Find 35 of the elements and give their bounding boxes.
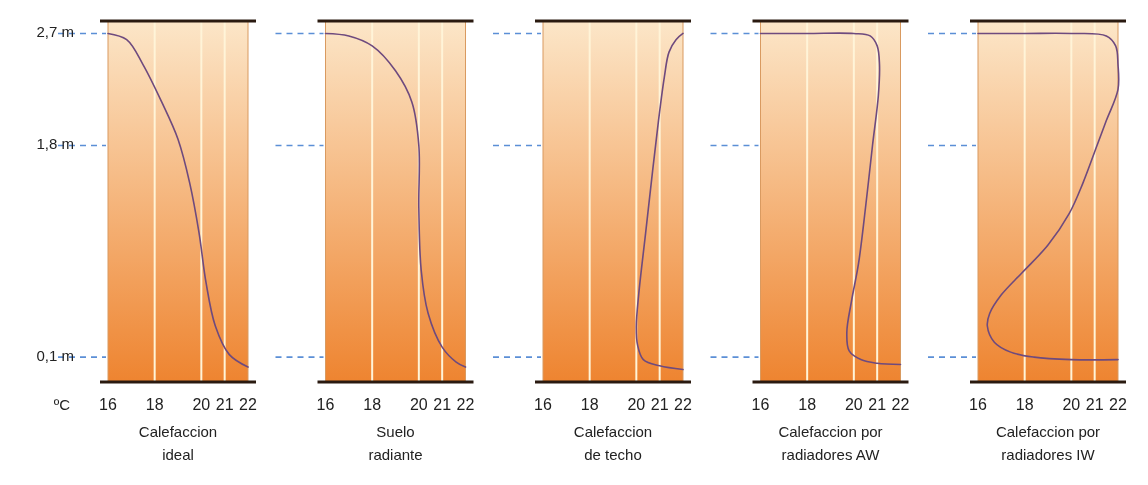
x-tick-label: 16 [534, 396, 552, 413]
x-tick-label: 16 [969, 396, 987, 413]
text: Suelo radiante [368, 423, 423, 463]
x-tick-label: 22 [674, 396, 692, 413]
x-tick-label: 18 [580, 396, 599, 413]
x-tick-label: 21 [1085, 396, 1104, 413]
x-tick-label: 20 [1062, 396, 1081, 413]
line-series [107, 32, 249, 368]
x-tick-label: 18 [145, 396, 164, 413]
x-tick-label: 18 [1015, 396, 1034, 413]
text: Calefaccion ideal [138, 423, 218, 463]
x-tick-label: 16 [316, 396, 335, 413]
x-tick-label: 22 [456, 396, 475, 413]
x-tick-label: 20 [844, 396, 863, 413]
y-tick-label: 1,8 m [36, 135, 74, 153]
x-tick-label: 22 [1109, 396, 1127, 413]
text: ºC [53, 396, 71, 413]
x-tick-label: 16 [99, 396, 117, 413]
x-tick-label: 22 [239, 396, 257, 413]
text: Calefaccion de techo [573, 423, 653, 463]
text: Calefaccion por radiadores AW [778, 423, 883, 463]
x-tick-label: 20 [409, 396, 428, 413]
x-tick-label: 16 [751, 396, 770, 413]
x-tick-label: 21 [868, 396, 887, 413]
x-tick-label: 18 [363, 396, 382, 413]
x-tick-label: 21 [650, 396, 669, 413]
y-tick-label: 2,7 m [36, 23, 74, 41]
x-tick-label: 22 [891, 396, 910, 413]
x-tick-label: 18 [798, 396, 817, 413]
text: Calefaccion por radiadores IW [995, 423, 1101, 463]
x-tick-label: 21 [433, 396, 452, 413]
y-tick-label: 0,1 m [36, 347, 74, 365]
x-tick-label: 20 [627, 396, 646, 413]
x-tick-label: 20 [192, 396, 211, 413]
x-tick-label: 21 [215, 396, 234, 413]
